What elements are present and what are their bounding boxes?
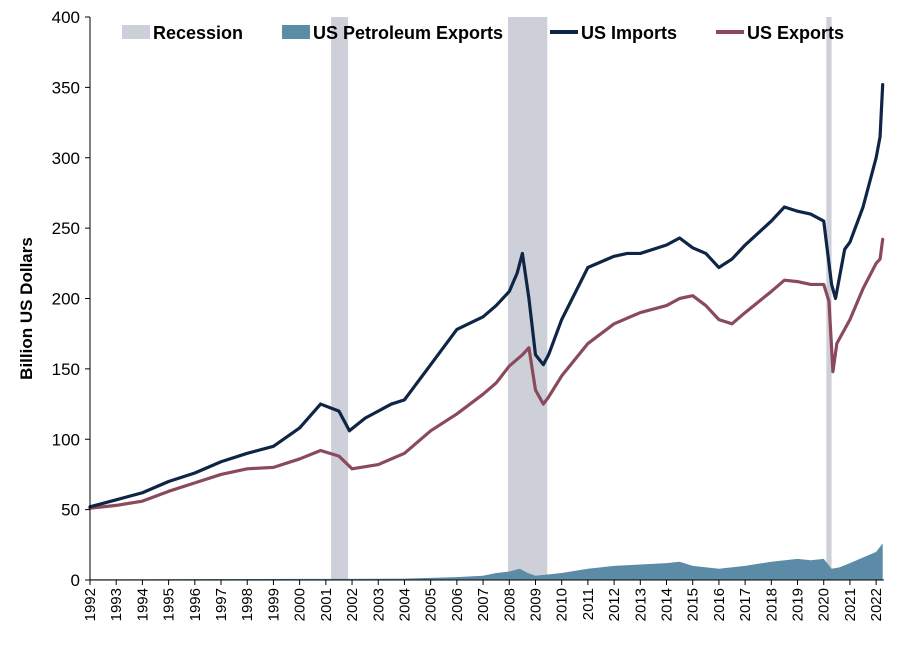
- series-lines: [88, 82, 885, 510]
- legend-label-us-imports: US Imports: [581, 23, 677, 43]
- y-tick-label: 150: [52, 360, 80, 379]
- x-tick-label: 1998: [239, 588, 256, 621]
- y-tick-label: 200: [52, 290, 80, 309]
- petroleum-area-layer: [90, 543, 883, 580]
- series-line-us-imports: [88, 82, 885, 509]
- y-tick-label: 250: [52, 219, 80, 238]
- x-tick-label: 2001: [318, 588, 335, 621]
- x-tick-label: 2022: [868, 588, 885, 621]
- y-axis-label: Billion US Dollars: [17, 237, 36, 380]
- recession-bands: [331, 17, 832, 580]
- x-tick-label: 2006: [449, 588, 466, 621]
- x-tick-label: 2020: [816, 588, 833, 621]
- x-tick-label: 1999: [265, 588, 282, 621]
- x-tick-label: 1994: [134, 588, 151, 621]
- x-tick-label: 2012: [606, 588, 623, 621]
- x-tick-label: 1996: [187, 588, 204, 621]
- legend-swatch-recession: [122, 25, 150, 39]
- series-area-us-petroleum-exports: [90, 543, 883, 580]
- x-tick-label: 2002: [344, 588, 361, 621]
- x-tick-label: 1995: [161, 588, 178, 621]
- x-tick-label: 2014: [659, 588, 676, 621]
- y-tick-label: 100: [52, 430, 80, 449]
- x-tick-label: 2003: [370, 588, 387, 621]
- legend: Recession US Petroleum Exports US Imports U…: [122, 23, 844, 43]
- recession-band-1: [331, 17, 349, 580]
- x-tick-label: 2010: [554, 588, 571, 621]
- x-tick-label: 2015: [685, 588, 702, 621]
- y-tick-label: 50: [61, 501, 80, 520]
- x-tick-label: 2000: [292, 588, 309, 621]
- x-tick-label: 2019: [790, 588, 807, 621]
- x-tick-label: 2011: [580, 588, 597, 620]
- y-tick-label: 350: [52, 78, 80, 97]
- x-tick-label: 2021: [842, 588, 859, 621]
- x-tick-label: 2017: [737, 588, 754, 621]
- x-tick-label: 1993: [108, 588, 125, 621]
- legend-label-recession: Recession: [153, 23, 243, 43]
- x-tick-label: 2009: [527, 588, 544, 621]
- x-tick-label: 2016: [711, 588, 728, 621]
- x-tick-label: 1997: [213, 588, 230, 621]
- x-tick-label: 2008: [501, 588, 518, 621]
- y-tick-label: 300: [52, 149, 80, 168]
- legend-label-us-exports: US Exports: [747, 23, 844, 43]
- x-tick-label: 2018: [763, 588, 780, 621]
- series-line-us-exports: [88, 237, 885, 510]
- x-tick-label: 2005: [423, 588, 440, 621]
- y-axis-ticks: 0 50 100 150 200 250 300 350 400: [52, 8, 90, 590]
- x-tick-label: 2004: [396, 588, 413, 621]
- x-tick-label: 2013: [632, 588, 649, 621]
- y-tick-label: 0: [71, 571, 80, 590]
- x-tick-label: 2007: [475, 588, 492, 621]
- x-axis-ticks: 1992 1993 1994 1995 1996 1997 1998 1999 2000 2001…: [82, 580, 885, 621]
- legend-label-us-petroleum-exports: US Petroleum Exports: [313, 23, 503, 43]
- y-tick-label: 400: [52, 8, 80, 27]
- x-tick-label: 1992: [82, 588, 99, 621]
- legend-swatch-us-petroleum-exports: [282, 25, 310, 39]
